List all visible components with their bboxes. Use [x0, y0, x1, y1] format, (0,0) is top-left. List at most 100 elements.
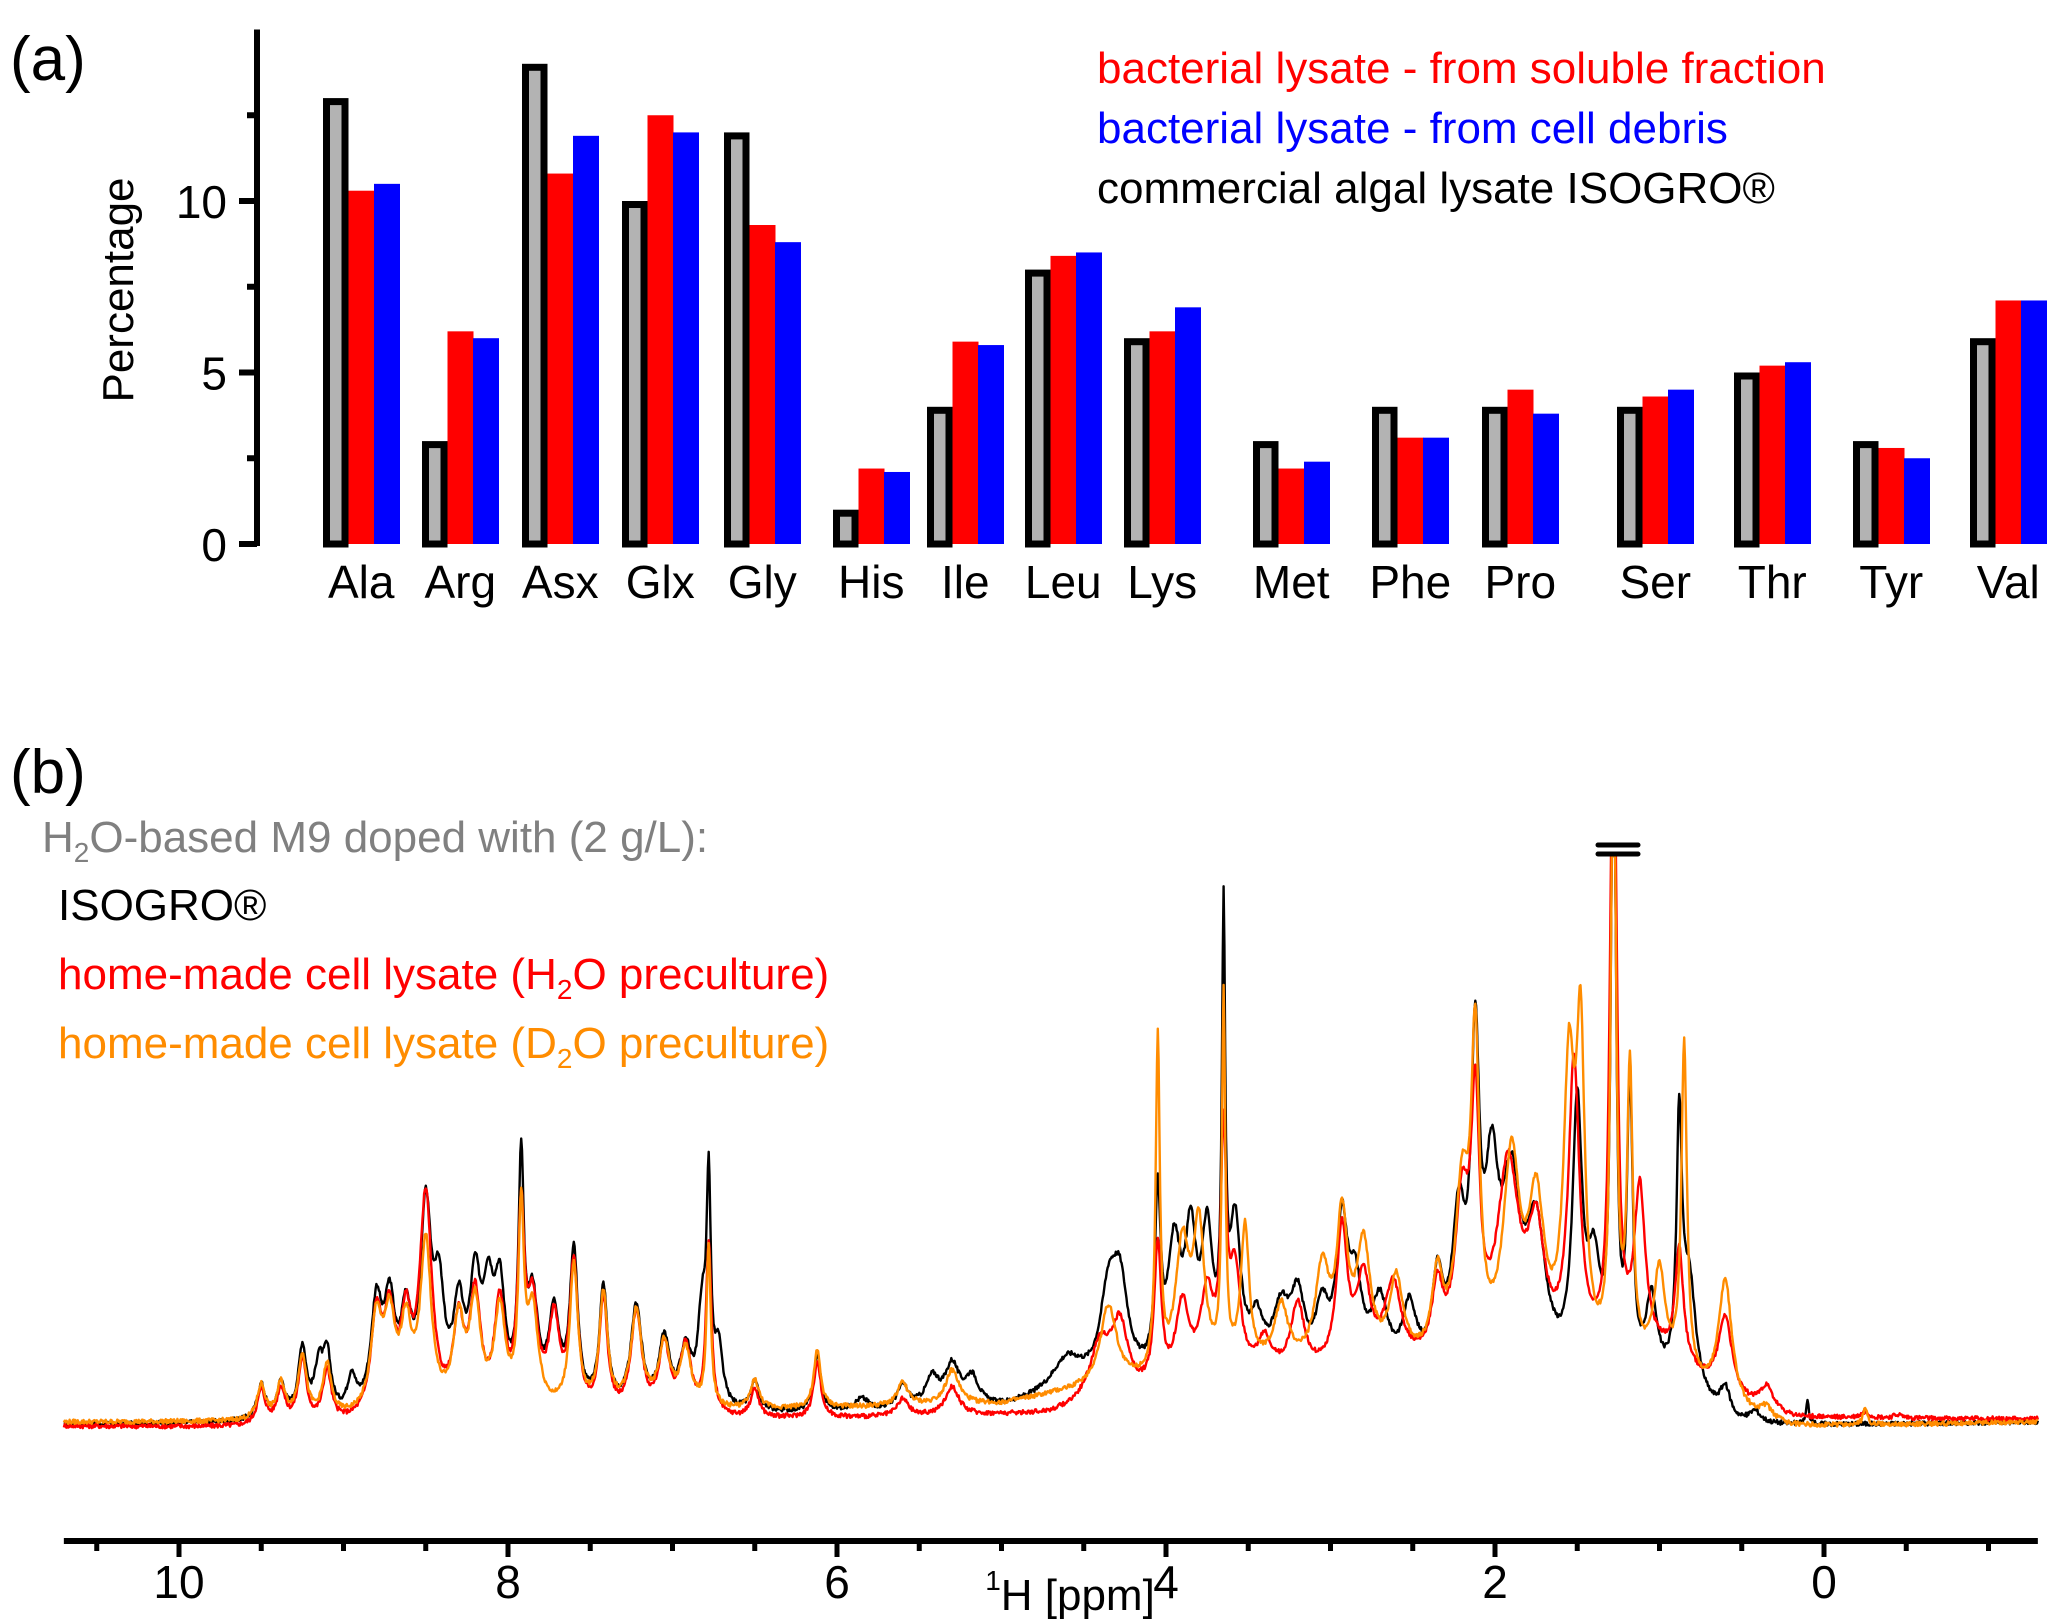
bar-soluble-fraction	[952, 341, 979, 544]
bar-group-leu	[1025, 252, 1102, 548]
legend-b: H2O-based M9 doped with (2 g/L):ISOGRO®h…	[42, 813, 829, 1074]
spectrum-line-h2o-preculture	[62, 854, 2040, 1430]
bar-group-met	[1253, 441, 1330, 548]
bar-group-val	[1970, 300, 2047, 548]
bar-soluble-fraction	[1278, 468, 1305, 544]
bar-cell-debris	[978, 345, 1004, 544]
x-tick-label: Lys	[1127, 556, 1197, 608]
x-axis-title-main: H [ppm]	[1001, 1571, 1155, 1620]
bar-isogro	[622, 201, 648, 548]
x-tick-label: Met	[1253, 556, 1330, 608]
bar-cell-debris	[473, 338, 499, 544]
bar-cell-debris	[1304, 461, 1330, 544]
bar-soluble-fraction	[647, 115, 674, 544]
x-tick-label: 10	[153, 1556, 204, 1608]
subscript: 2	[557, 1043, 573, 1074]
bar-group-ala	[323, 98, 400, 548]
bar-isogro	[724, 132, 750, 548]
legend-header-prefix: H	[42, 813, 74, 862]
x-axis-title: 1H [ppm]	[985, 1565, 1155, 1620]
x-tick-label: His	[838, 556, 904, 608]
bar-isogro	[1124, 338, 1150, 548]
axis-break-mark	[1595, 842, 1641, 857]
panel-b-label: (b)	[10, 738, 86, 807]
spectrum-lines	[62, 854, 2040, 1430]
legend-text-part: home-made cell lysate (H	[58, 950, 557, 999]
bar-group-ser	[1617, 389, 1694, 548]
bar-isogro	[1025, 269, 1051, 548]
bar-cell-debris	[673, 132, 699, 544]
bar-soluble-fraction	[1642, 396, 1669, 544]
bar-isogro	[1970, 338, 1996, 548]
bar-cell-debris	[1668, 389, 1694, 544]
bar-soluble-fraction	[1397, 437, 1424, 544]
bar-isogro	[323, 98, 349, 548]
bar-cell-debris	[775, 242, 801, 544]
x-tick-label: Ile	[941, 556, 990, 608]
panel-b-nmr-spectrum: (b) H2O-based M9 doped with (2 g/L):ISOG…	[10, 738, 2040, 1620]
legend-a: bacterial lysate - from soluble fraction…	[1097, 44, 1826, 213]
bar-soluble-fraction	[1050, 255, 1077, 544]
x-tick-label: 0	[1811, 1556, 1837, 1608]
panel-a-bar-chart: (a) Percentage 0 5 10 Ala Arg Asx Glx Gly His Il…	[10, 25, 2047, 608]
bar-isogro	[1372, 406, 1398, 548]
bar-isogro	[522, 63, 548, 548]
legend-item-soluble-fraction: bacterial lysate - from soluble fraction	[1097, 44, 1826, 93]
legend-text-part: O preculture)	[572, 950, 829, 999]
x-tick-label: Arg	[424, 556, 496, 608]
y-tick-label: 10	[176, 176, 227, 228]
bar-cell-debris	[1785, 362, 1811, 544]
bar-soluble-fraction	[447, 331, 474, 544]
bar-isogro	[1617, 406, 1643, 548]
x-tick-label: Gly	[728, 556, 797, 608]
bar-group-his	[833, 468, 910, 548]
bar-cell-debris	[1423, 437, 1449, 544]
legend-text-part: home-made cell lysate (D	[58, 1019, 557, 1068]
bar-isogro	[1253, 441, 1279, 548]
bar-group-glx	[622, 115, 699, 548]
bar-cell-debris	[573, 135, 599, 544]
x-tick-label: Thr	[1738, 556, 1807, 608]
y-axis-title: Percentage	[94, 177, 143, 402]
bar-isogro	[927, 406, 953, 548]
spectrum-line-d2o-preculture	[62, 854, 2039, 1428]
x-tick-label: Pro	[1484, 556, 1556, 608]
bar-group-pro	[1482, 389, 1559, 548]
x-tick-label: Glx	[626, 556, 695, 608]
bar-cell-debris	[1533, 413, 1559, 544]
bar-soluble-fraction	[1995, 300, 2022, 544]
panel-a-label: (a)	[10, 25, 86, 94]
bar-isogro	[1482, 406, 1508, 548]
bar-cell-debris	[1076, 252, 1102, 544]
bar-soluble-fraction	[1878, 447, 1905, 544]
bar-group-phe	[1372, 406, 1449, 548]
legend-item-cell-debris: bacterial lysate - from cell debris	[1097, 104, 1728, 153]
bar-soluble-fraction	[348, 190, 375, 544]
x-tick-label: Tyr	[1859, 556, 1923, 608]
x-tick-label: Val	[1977, 556, 2040, 608]
bar-soluble-fraction	[858, 468, 885, 544]
bar-group-ile	[927, 341, 1004, 548]
x-tick-label: 4	[1153, 1556, 1179, 1608]
bar-cell-debris	[374, 183, 400, 544]
bar-cell-debris	[884, 471, 910, 544]
bar-soluble-fraction	[1149, 331, 1176, 544]
bar-group-thr	[1734, 362, 1811, 548]
x-tick-label: Phe	[1369, 556, 1451, 608]
bar-isogro	[833, 509, 859, 548]
legend-item-h2o-preculture: home-made cell lysate (H2O preculture)	[58, 950, 829, 1005]
subscript: 2	[557, 974, 573, 1005]
legend-header-subscript: 2	[74, 837, 90, 868]
bar-soluble-fraction	[547, 173, 574, 544]
bar-group-arg	[422, 331, 499, 548]
bar-soluble-fraction	[1759, 365, 1786, 544]
bar-isogro	[1853, 441, 1879, 548]
bar-isogro	[422, 441, 448, 548]
bar-soluble-fraction	[749, 225, 776, 544]
legend-item-d2o-preculture: home-made cell lysate (D2O preculture)	[58, 1019, 829, 1074]
y-axis: 0 5 10	[176, 29, 260, 571]
x-tick-label: Leu	[1025, 556, 1102, 608]
bar-soluble-fraction	[1507, 389, 1534, 544]
bar-groups	[323, 63, 2047, 548]
